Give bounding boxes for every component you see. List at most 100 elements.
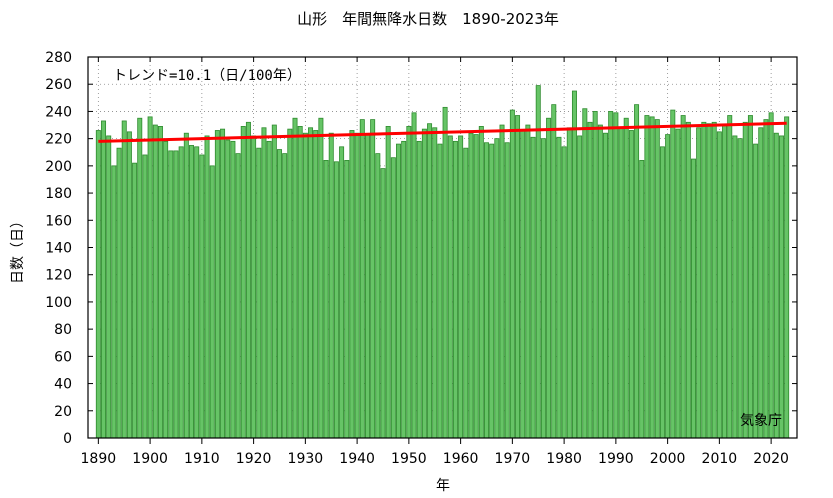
bar (323, 160, 329, 439)
y-tick-label: 120 (45, 268, 72, 284)
bar (194, 146, 200, 439)
bar (603, 132, 609, 439)
bar (773, 132, 779, 439)
bar (147, 116, 153, 439)
bar (126, 131, 132, 439)
bar (168, 150, 174, 439)
y-tick-label: 80 (54, 322, 72, 338)
bar (427, 123, 433, 439)
bar (370, 119, 376, 439)
y-tick-labels: 0 20 40 60 80 100 120 140 160 180 200 220 240 260 280 (45, 50, 72, 447)
bar (437, 143, 443, 439)
x-tick-label: 1960 (443, 451, 479, 467)
bar (287, 128, 293, 439)
bar (106, 135, 112, 439)
bar (768, 112, 774, 439)
bar (235, 153, 241, 439)
bar (328, 132, 334, 439)
bar (494, 138, 500, 439)
bar (530, 136, 536, 439)
y-tick-label: 200 (45, 159, 72, 175)
bar (722, 124, 728, 439)
bar (551, 104, 557, 439)
bar (364, 134, 370, 439)
bar (597, 124, 603, 439)
bar (178, 146, 184, 439)
bar (256, 147, 262, 439)
bar (199, 154, 205, 439)
bar (266, 140, 272, 439)
bar (173, 150, 179, 439)
bar (111, 165, 117, 439)
bar (608, 111, 614, 439)
bar (587, 121, 593, 439)
chart-title: 山形 年間無降水日数 1890-2023年 (297, 10, 559, 28)
y-axis-label: 日数（日） (10, 214, 26, 284)
bar (483, 142, 489, 439)
bar (276, 149, 282, 439)
bar (390, 157, 396, 439)
bar (95, 130, 101, 439)
x-tick-label: 1990 (598, 451, 634, 467)
y-tick-label: 60 (54, 349, 72, 365)
bar (685, 121, 691, 439)
trend-group (98, 121, 787, 143)
bar (784, 116, 790, 439)
bar (592, 111, 598, 439)
bar (271, 124, 277, 439)
bar (701, 121, 707, 439)
x-tick-label: 1980 (546, 451, 582, 467)
bar (421, 128, 427, 439)
bar (396, 143, 402, 439)
bar (189, 145, 194, 439)
y-tick-label: 180 (45, 186, 72, 202)
x-axis-label: 年 (436, 478, 450, 494)
x-tick-label: 1930 (288, 451, 324, 467)
bar (121, 120, 127, 439)
bar (654, 119, 660, 439)
x-tick-label: 1950 (391, 451, 427, 467)
bar (183, 132, 189, 439)
bar (515, 115, 521, 439)
bar (152, 124, 158, 439)
bar (691, 158, 696, 439)
bar (742, 121, 748, 439)
x-tick-label: 1940 (339, 451, 375, 467)
bar (116, 147, 122, 439)
x-tick-label: 1890 (81, 451, 117, 467)
bar (339, 146, 345, 439)
bar (333, 161, 339, 439)
x-tick-label: 2000 (650, 451, 686, 467)
x-tick-label: 2020 (753, 451, 789, 467)
bar (696, 127, 702, 439)
bar (101, 120, 107, 439)
bar (302, 132, 308, 439)
trend-line (98, 121, 787, 143)
y-tick-label: 280 (45, 50, 72, 66)
bar (163, 140, 169, 439)
bar (613, 112, 619, 439)
bar (716, 131, 722, 439)
bar (778, 135, 784, 439)
bar (675, 128, 681, 439)
bar (204, 135, 210, 439)
x-tick-label: 2010 (702, 451, 738, 467)
bar (380, 168, 386, 439)
y-tick-label: 0 (63, 431, 72, 447)
bar (680, 115, 686, 439)
bar (577, 135, 583, 439)
bar (292, 117, 298, 439)
bar (261, 127, 267, 439)
y-tick-label: 20 (54, 404, 72, 420)
x-tick-label: 1970 (495, 451, 531, 467)
bar (473, 134, 479, 439)
bar (520, 130, 526, 439)
bar (349, 130, 355, 439)
bar (489, 143, 495, 439)
bar (406, 126, 412, 439)
bar (214, 130, 220, 439)
bar (468, 132, 474, 439)
bar (571, 90, 577, 439)
bar (582, 108, 588, 439)
